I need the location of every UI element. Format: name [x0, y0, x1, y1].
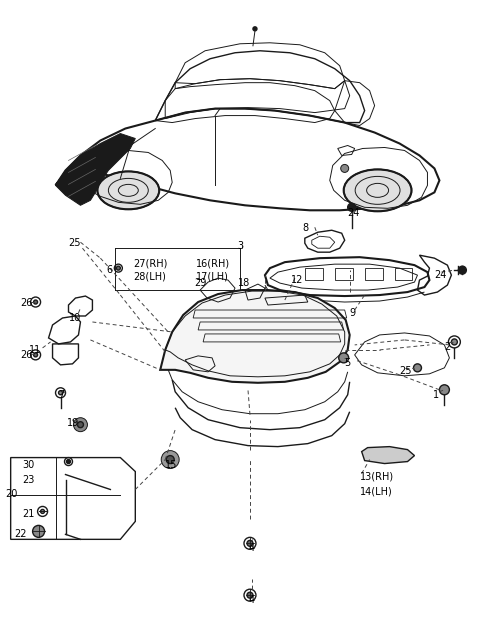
Text: 14(LH): 14(LH) — [360, 487, 393, 497]
Text: 24: 24 — [348, 208, 360, 218]
Circle shape — [33, 525, 45, 537]
Text: 15: 15 — [165, 460, 178, 470]
Text: 18: 18 — [238, 278, 250, 288]
Text: 11: 11 — [29, 345, 41, 355]
Circle shape — [247, 592, 253, 598]
Circle shape — [59, 391, 62, 395]
Circle shape — [439, 385, 449, 395]
Text: 21: 21 — [23, 509, 35, 519]
Text: 6: 6 — [107, 265, 112, 275]
Circle shape — [73, 418, 87, 431]
Text: 4: 4 — [249, 544, 255, 554]
Ellipse shape — [344, 169, 411, 211]
Text: 24: 24 — [434, 270, 447, 280]
Text: 16(RH): 16(RH) — [196, 258, 230, 268]
Text: 20: 20 — [6, 490, 18, 500]
Text: 23: 23 — [23, 475, 35, 485]
Circle shape — [348, 203, 356, 211]
Text: 1: 1 — [433, 390, 440, 400]
Text: 9: 9 — [350, 308, 356, 318]
Text: 19: 19 — [67, 418, 79, 428]
Text: 3: 3 — [237, 241, 243, 251]
Text: 25: 25 — [69, 238, 81, 248]
Text: 17(LH): 17(LH) — [196, 271, 229, 281]
Text: 22: 22 — [15, 529, 27, 539]
Text: 7: 7 — [59, 390, 65, 400]
Text: 8: 8 — [303, 223, 309, 233]
Text: 30: 30 — [23, 460, 35, 470]
Circle shape — [341, 164, 348, 172]
Text: 26: 26 — [21, 298, 33, 308]
Circle shape — [34, 300, 37, 304]
Polygon shape — [160, 290, 350, 383]
Text: 28(LH): 28(LH) — [133, 271, 166, 281]
Text: 10: 10 — [69, 313, 81, 323]
Text: 13(RH): 13(RH) — [360, 472, 394, 482]
Text: 2: 2 — [444, 342, 451, 352]
Circle shape — [166, 456, 174, 463]
Text: 4: 4 — [249, 595, 255, 605]
Circle shape — [161, 451, 179, 468]
Circle shape — [34, 353, 37, 357]
Text: 5: 5 — [344, 358, 350, 368]
Text: 26: 26 — [21, 350, 33, 360]
Circle shape — [41, 509, 45, 514]
Circle shape — [253, 27, 257, 31]
Circle shape — [77, 422, 84, 428]
Circle shape — [247, 540, 253, 546]
Circle shape — [67, 460, 71, 463]
Text: 12: 12 — [291, 275, 303, 285]
Text: 29: 29 — [194, 278, 206, 288]
Circle shape — [451, 339, 457, 345]
Circle shape — [413, 364, 421, 372]
Circle shape — [116, 266, 120, 270]
Circle shape — [458, 266, 467, 274]
Ellipse shape — [97, 171, 159, 209]
Polygon shape — [56, 134, 135, 205]
Circle shape — [339, 353, 348, 363]
Text: 25: 25 — [399, 366, 412, 376]
Text: 27(RH): 27(RH) — [133, 258, 168, 268]
Polygon shape — [361, 446, 415, 463]
